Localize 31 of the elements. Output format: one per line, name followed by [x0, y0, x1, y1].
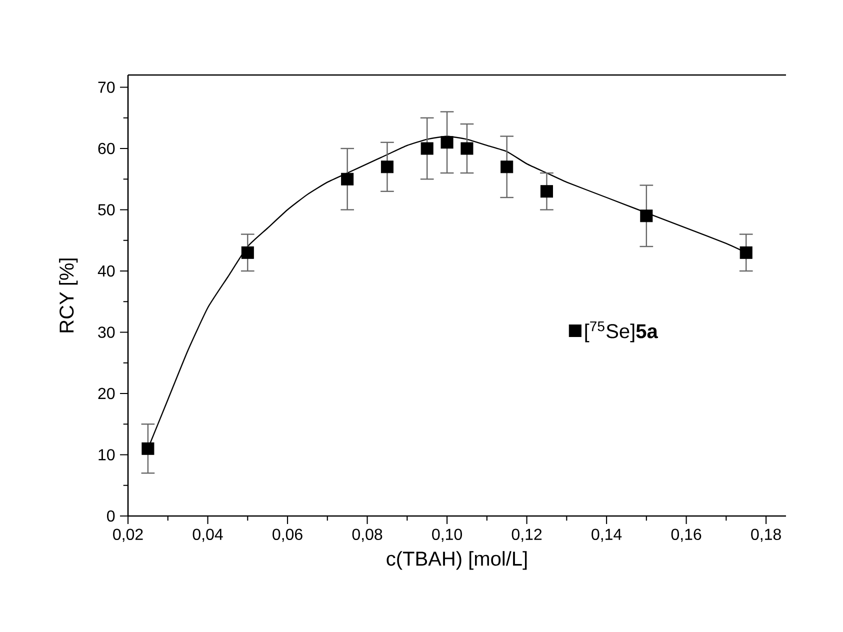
y-tick-label: 60	[98, 142, 115, 154]
y-axis-title: RCY [%]	[59, 258, 78, 332]
point	[380, 160, 394, 174]
x-tick-label: 0,04	[192, 528, 223, 542]
point	[500, 160, 514, 174]
point	[740, 246, 752, 259]
point	[640, 210, 653, 222]
x-tick-label: 0,18	[751, 528, 781, 542]
legend-label: [$^{75}$Se]5a	[585, 321, 658, 342]
point	[142, 442, 154, 455]
point	[440, 136, 454, 149]
y-tick-label: 20	[98, 388, 115, 400]
x-axis-title: c(TBAH) [mol/L]	[386, 551, 527, 570]
x-tick-label: 0,06	[272, 528, 302, 542]
y-tick-label: 0	[107, 510, 115, 522]
y-tick-label: 30	[98, 326, 115, 338]
x-tick-label: 0,08	[352, 528, 382, 542]
x-tick-label: 0,12	[512, 528, 542, 542]
x-tick-label: 0,10	[432, 528, 462, 542]
y-tick-label: 10	[98, 449, 115, 460]
point	[420, 142, 434, 155]
point	[460, 142, 474, 155]
y-tick-label: 70	[98, 82, 115, 93]
y-tick-label: 40	[98, 265, 115, 277]
y-tick-label: 50	[98, 204, 115, 216]
x-tick-label: 0,14	[592, 528, 622, 542]
point	[341, 172, 354, 186]
x-tick-label: 0,02	[113, 528, 143, 542]
point	[241, 246, 254, 259]
point	[540, 185, 553, 198]
x-tick-label: 0,16	[671, 528, 702, 542]
